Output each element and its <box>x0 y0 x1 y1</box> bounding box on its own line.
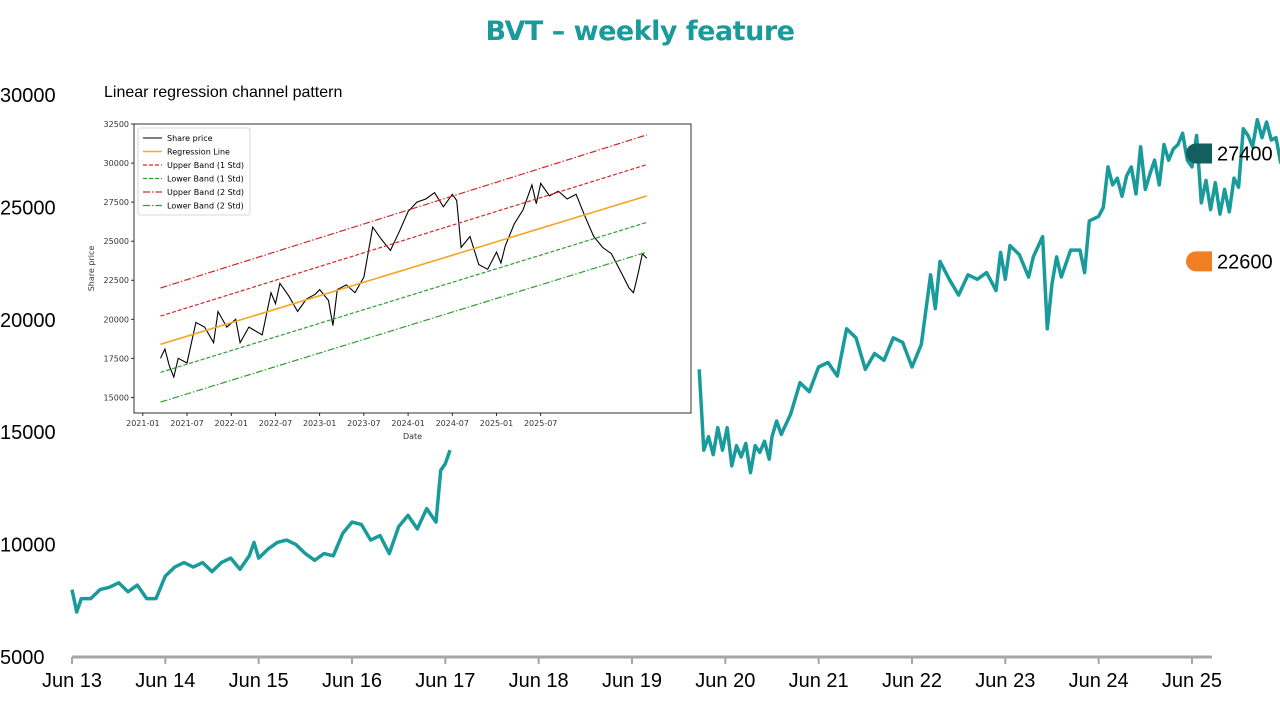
x-tick-label: Jun 14 <box>135 670 195 692</box>
inset-y-tick-label: 17500 <box>104 354 129 363</box>
y-tick-label: 30000 <box>0 85 56 107</box>
inset-axes: 32500 30000 27500 25000 22500 20000 17500 15000… <box>87 120 692 441</box>
inset-y-tick-label: 22500 <box>104 276 129 285</box>
x-tick-label: Jun 25 <box>1162 670 1222 692</box>
x-tick-label: Jun 17 <box>415 670 475 692</box>
inset-x-tick-label: 2023-01 <box>303 419 336 428</box>
inset-y-tick-label: 32500 <box>104 120 129 129</box>
x-tick-label: Jun 15 <box>229 670 289 692</box>
inset-x-axis-label: Date <box>403 432 422 441</box>
inset-y-tick-label: 25000 <box>104 237 129 246</box>
inset-series-line <box>160 182 648 379</box>
inset-series-line <box>160 164 647 317</box>
y-tick-label: 15000 <box>0 422 56 444</box>
inset-y-tick-label: 27500 <box>104 198 129 207</box>
inset-x-tick-label: 2024-01 <box>391 419 424 428</box>
x-tick-label: Jun 23 <box>975 670 1035 692</box>
y-tick-label: 10000 <box>0 535 56 557</box>
inset-y-axis-label: Share price <box>87 246 96 292</box>
inset-x-tick-label: 2022-01 <box>215 419 248 428</box>
x-tick-label: Jun 16 <box>322 670 382 692</box>
y-tick-label: 20000 <box>0 310 56 332</box>
inset-frame <box>133 123 692 414</box>
x-tick-label: Jun 19 <box>602 670 662 692</box>
main-x-axis: Jun 13 Jun 14 Jun 15 Jun 16 Jun 17 Jun 18 Jun … <box>42 655 1222 692</box>
inset-x-tick-label: 2025-01 <box>480 419 513 428</box>
x-tick-label: Jun 22 <box>882 670 942 692</box>
inset-legend-label: Regression Line <box>167 148 230 157</box>
inset-x-tick-label: 2021-01 <box>126 419 159 428</box>
inset-title: Linear regression channel pattern <box>104 84 343 101</box>
inset-series-line <box>160 134 647 289</box>
y-tick-label: 25000 <box>0 197 56 219</box>
inset-legend-label: Share price <box>167 134 213 143</box>
inset-x-tick-label: 2024-07 <box>436 419 469 428</box>
inset-series-line <box>160 195 648 346</box>
inset-chart: 32500 30000 27500 25000 22500 20000 17500 15000… <box>84 110 696 445</box>
x-tick-label: Jun 20 <box>695 670 755 692</box>
inset-legend-label: Upper Band (2 Std) <box>167 188 244 197</box>
inset-x-tick-label: 2023-07 <box>347 419 380 428</box>
x-tick-label: Jun 21 <box>789 670 849 692</box>
inset-x-tick-label: 2021-07 <box>170 419 203 428</box>
price-tag-label: 27400 <box>1217 143 1273 165</box>
inset-y-tick-label: 15000 <box>104 393 129 402</box>
price-tag-marker <box>1186 143 1212 164</box>
inset-legend: Share price Regression Line Upper Band (1 … <box>137 127 251 216</box>
main-y-axis: 30000 25000 20000 15000 10000 5000 <box>0 85 56 669</box>
price-line-segment <box>70 449 452 614</box>
inset-legend-label: Lower Band (1 Std) <box>167 175 244 184</box>
x-tick-label: Jun 24 <box>1069 670 1129 692</box>
price-tag-marker <box>1186 251 1212 272</box>
inset-series-line <box>160 221 647 373</box>
inset-legend-label: Lower Band (2 Std) <box>167 202 244 211</box>
price-tag-label: 22600 <box>1217 251 1273 273</box>
inset-series <box>160 134 648 403</box>
x-tick-label: Jun 13 <box>42 670 102 692</box>
main-series <box>70 117 1280 614</box>
inset-legend-box <box>137 127 251 216</box>
x-tick-label: Jun 18 <box>509 670 569 692</box>
inset-series-line <box>160 251 647 403</box>
inset-x-tick-label: 2022-07 <box>259 419 292 428</box>
price-line-segment <box>697 117 1280 475</box>
price-tags: 27400 22600 <box>1186 143 1273 273</box>
inset-y-tick-label: 20000 <box>104 315 129 324</box>
page-title: BVT – weekly feature <box>485 16 795 47</box>
inset-x-tick-label: 2025-07 <box>524 419 557 428</box>
y-tick-label: 5000 <box>0 647 45 669</box>
inset-y-tick-label: 30000 <box>104 159 129 168</box>
inset-legend-label: Upper Band (1 Std) <box>167 161 244 170</box>
